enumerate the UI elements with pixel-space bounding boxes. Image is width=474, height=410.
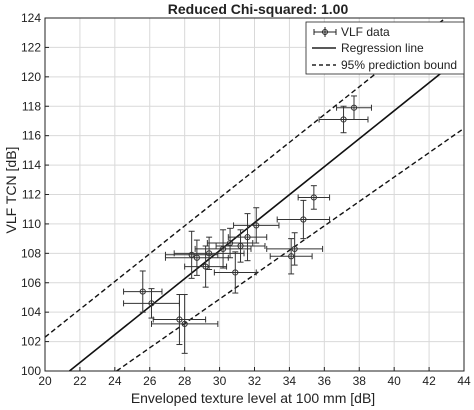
x-tick-label: 26 [143, 374, 157, 388]
data-point [152, 294, 207, 346]
x-tick-label: 28 [178, 374, 192, 388]
y-tick-label: 100 [21, 364, 41, 378]
point-marker [237, 242, 244, 250]
point-marker [193, 254, 200, 261]
x-tick-label: 38 [353, 374, 367, 388]
x-tick-label: 34 [283, 374, 297, 388]
data-point [215, 229, 266, 263]
y-tick-label: 124 [21, 11, 41, 25]
legend-marker-vlf-data [313, 27, 337, 37]
legend-label-bound: 95% prediction bound [341, 58, 457, 72]
data-point [318, 105, 369, 134]
point-marker [291, 245, 298, 253]
y-tick-label: 120 [21, 70, 41, 84]
point-marker [181, 320, 188, 328]
data-point [297, 185, 331, 210]
x-tick-label: 22 [73, 374, 87, 388]
legend: VLF data Regression line 95% prediction … [305, 21, 465, 75]
x-axis-ticks: 20 22 24 26 28 30 32 34 36 38 40 42 44 [38, 367, 471, 388]
point-marker [148, 300, 155, 307]
point-marker [310, 194, 317, 201]
point-marker [232, 269, 239, 276]
data-point [206, 227, 254, 259]
y-tick-label: 116 [22, 129, 41, 143]
y-axis-ticks: 100 102 104 106 108 110 112 114 116 118 120 122 124 [21, 11, 49, 378]
y-tick-label: 110 [22, 217, 41, 231]
x-axis-label: Enveloped texture level at 100 mm [dB] [131, 390, 375, 406]
data-point [276, 199, 331, 240]
point-marker [350, 104, 358, 111]
y-tick-label: 106 [21, 276, 41, 290]
point-marker [139, 288, 146, 295]
point-marker [206, 250, 213, 257]
regression-line [68, 54, 465, 372]
x-tick-label: 20 [38, 374, 52, 388]
x-tick-label: 40 [387, 374, 401, 388]
point-marker [244, 234, 251, 241]
point-marker [202, 263, 209, 270]
x-tick-label: 30 [213, 374, 227, 388]
data-point [164, 239, 229, 276]
data-point [213, 251, 257, 294]
y-tick-label: 104 [21, 305, 41, 319]
legend-label-regression: Regression line [341, 41, 424, 55]
data-point [266, 232, 324, 266]
data-point [123, 288, 180, 319]
point-marker [300, 216, 307, 223]
legend-label-vlf-data: VLF data [341, 25, 390, 39]
y-tick-label: 112 [22, 188, 41, 202]
y-tick-label: 118 [22, 99, 41, 113]
data-point [233, 207, 280, 244]
point-marker [288, 253, 295, 260]
y-axis-label: VLF TCN [dB] [3, 147, 19, 234]
point-marker [176, 316, 183, 323]
point-marker [253, 222, 260, 229]
data-point [194, 229, 252, 269]
data-point [336, 95, 372, 120]
data-point [227, 213, 268, 262]
x-tick-label: 44 [457, 374, 471, 388]
data-point [164, 230, 219, 279]
data-point [269, 238, 313, 275]
y-tick-label: 114 [22, 158, 41, 172]
point-marker [340, 116, 347, 123]
data-points [123, 95, 372, 354]
chart-title: Reduced Chi-squared: 1.00 [168, 1, 349, 17]
data-point [123, 270, 163, 313]
x-tick-label: 36 [318, 374, 332, 388]
x-tick-label: 24 [108, 374, 122, 388]
data-point [150, 294, 219, 354]
y-tick-label: 108 [21, 246, 41, 260]
y-tick-label: 102 [21, 335, 41, 349]
y-tick-label: 122 [21, 40, 41, 54]
prediction-bound-lower [116, 127, 465, 372]
x-tick-label: 42 [422, 374, 436, 388]
x-tick-label: 32 [248, 374, 262, 388]
